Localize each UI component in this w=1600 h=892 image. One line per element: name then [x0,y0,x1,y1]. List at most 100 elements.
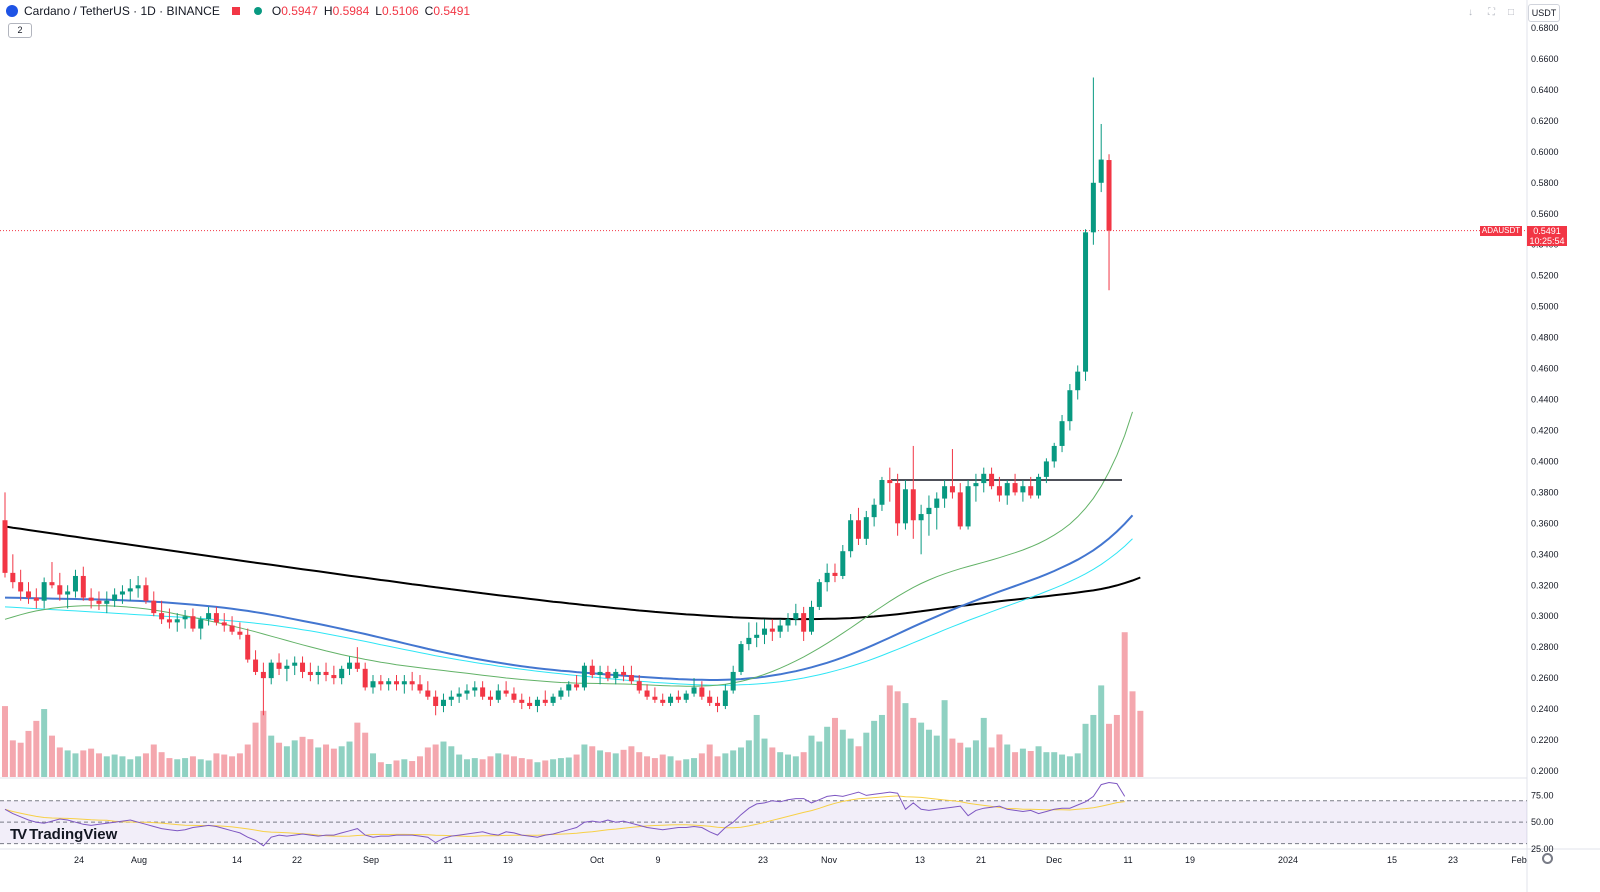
currency-selector[interactable]: USDT [1528,4,1560,22]
volume-bar [260,710,267,777]
candle [80,566,86,601]
chart-legend-header: Cardano / TetherUS · 1D · BINANCE O0.594… [6,4,470,18]
volume-bar [753,714,760,777]
candle-body [127,588,133,592]
volume-bar [1059,754,1066,777]
candle-body [347,662,353,669]
volume-bar [283,746,290,777]
candle [1004,479,1010,505]
candle-body [41,582,47,601]
candle-body [339,668,345,679]
time-axis-tick: Feb [1511,855,1527,865]
fullscreen-icon[interactable]: □ [1508,7,1515,18]
volume-bar [448,746,455,777]
volume-bar [988,747,995,777]
candle [808,600,814,635]
candle-body [18,582,24,592]
volume-bar [777,752,784,777]
candle [135,575,141,598]
candle [339,665,345,685]
volume-bar [722,753,729,777]
candle-body [57,585,63,595]
candle-body [558,690,564,697]
volume-bar [996,734,1003,777]
volume-bar [698,753,705,777]
volume-bar [346,741,353,777]
time-axis-tick: 11 [1123,855,1132,865]
volume-bar [229,756,236,777]
candle [276,653,282,676]
volume-bar [1082,723,1089,777]
time-axis-tick: 21 [976,855,986,865]
candle [887,467,893,502]
candle-body [409,681,415,685]
candle [2,492,8,578]
candle-body [824,572,830,583]
candle-body [808,606,814,632]
tradingview-wordmark: TradingView [29,826,118,843]
candle [472,681,478,697]
arrow-down-icon[interactable]: ↓ [1468,7,1473,18]
candle [989,467,995,490]
symbol-title[interactable]: Cardano / TetherUS · 1D · BINANCE [24,4,220,18]
candle-body [902,489,908,524]
volume-bar [644,756,651,777]
candle-body [378,681,384,685]
volume-bar [1066,756,1073,777]
candle-body [268,662,274,679]
candle [1059,414,1065,453]
candle-body [354,662,360,669]
candle-body [636,681,642,691]
candle-body [487,696,493,700]
price-axis-tick: 0.5800 [1531,178,1559,188]
candle [738,640,744,676]
candle [362,662,368,691]
moving-average-line [4,538,1133,686]
candle-body [926,507,932,515]
candle [895,473,901,536]
candle [918,504,924,555]
volume-bar [1004,744,1011,777]
indicators-toggle[interactable]: 2 [8,23,32,38]
candle-body [1083,232,1089,372]
candle [785,613,791,632]
candle [542,690,548,706]
volume-bar [88,748,95,777]
candle-body [221,622,227,626]
tradingview-logo[interactable]: TV TradingView [10,826,117,843]
volume-bar [409,761,416,777]
volume-bar [1113,714,1120,777]
volume-bar [503,754,510,777]
volume-bar [221,754,228,777]
volume-bar [957,742,964,777]
volume-bar [64,750,71,777]
candle-body [527,702,533,706]
volume-bar [745,740,752,777]
candle-body [715,702,721,706]
candle [198,616,204,640]
volume-bar [863,732,870,777]
candle [331,665,337,685]
volume-bar [56,747,63,777]
volume-bar [628,746,635,777]
screenshot-icon[interactable]: ⛶ [1488,7,1495,18]
gear-icon[interactable] [1542,853,1553,864]
flag-icon[interactable] [231,7,240,15]
volume-bar [761,738,768,777]
candle [566,681,572,697]
candle [41,577,47,609]
candle [777,619,783,638]
candle [621,665,627,682]
candle [323,662,329,682]
volume-bar [941,700,948,777]
candle [707,690,713,706]
candle-body [495,690,501,700]
candle [534,696,540,713]
volume-bar [839,729,846,777]
volume-bar [33,720,40,777]
candle [613,668,619,685]
candle-body [918,514,924,521]
price-axis-tick: 0.2600 [1531,673,1559,683]
candle-body [503,690,509,694]
